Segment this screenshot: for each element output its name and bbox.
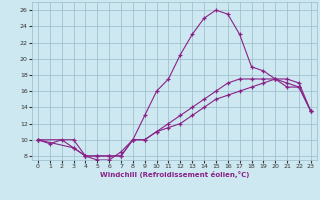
X-axis label: Windchill (Refroidissement éolien,°C): Windchill (Refroidissement éolien,°C): [100, 171, 249, 178]
